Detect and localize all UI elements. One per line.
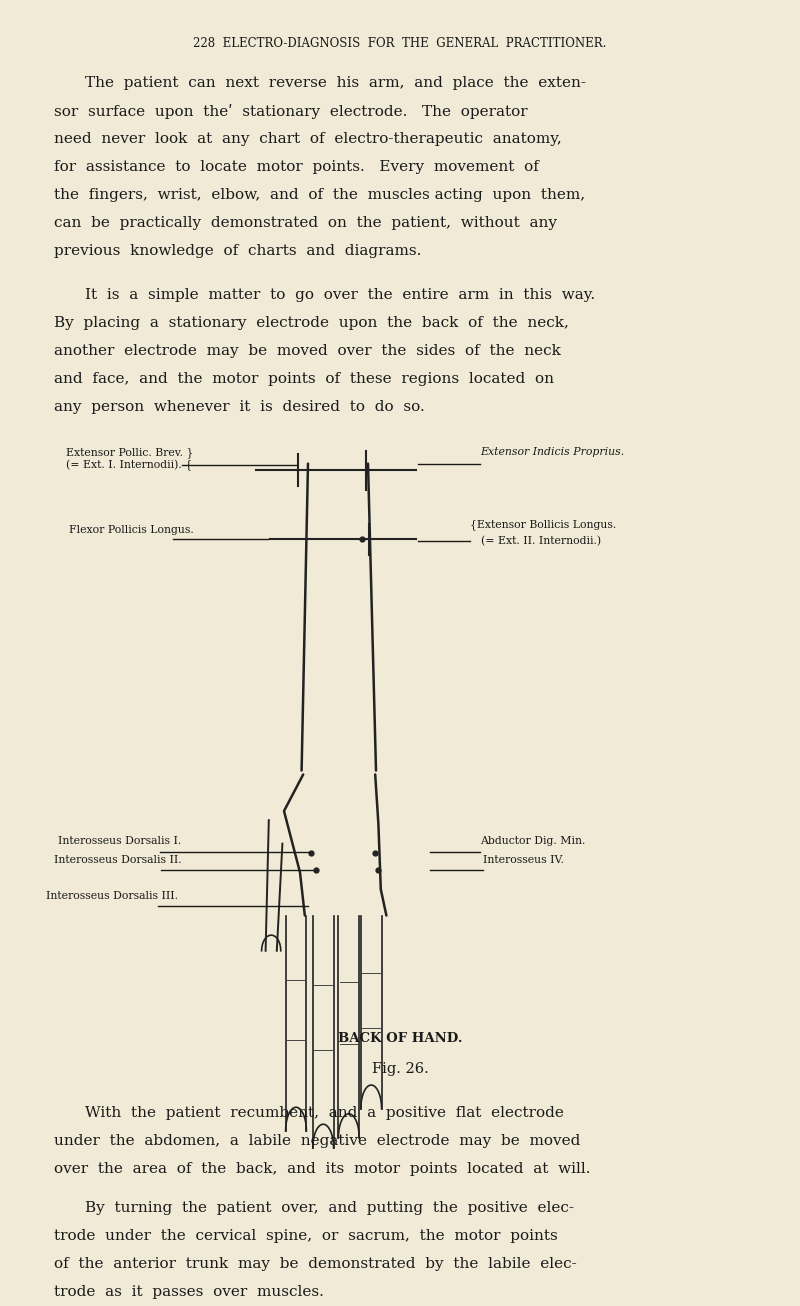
Text: Extensor Pollic. Brev. }: Extensor Pollic. Brev. } xyxy=(66,448,193,458)
Text: the  fingers,  wrist,  elbow,  and  of  the  muscles acting  upon  them,: the fingers, wrist, elbow, and of the mu… xyxy=(54,188,586,202)
Text: With  the  patient  recumbent,  and  a  positive  flat  electrode: With the patient recumbent, and a positi… xyxy=(85,1106,564,1121)
Text: BACK OF HAND.: BACK OF HAND. xyxy=(338,1032,462,1045)
Text: for  assistance  to  locate  motor  points.   Every  movement  of: for assistance to locate motor points. E… xyxy=(54,161,539,174)
Text: need  never  look  at  any  chart  of  electro-therapeutic  anatomy,: need never look at any chart of electro-… xyxy=(54,132,562,146)
Text: By  placing  a  stationary  electrode  upon  the  back  of  the  neck,: By placing a stationary electrode upon t… xyxy=(54,316,570,330)
Text: By  turning  the  patient  over,  and  putting  the  positive  elec-: By turning the patient over, and putting… xyxy=(85,1202,574,1215)
Text: any  person  whenever  it  is  desired  to  do  so.: any person whenever it is desired to do … xyxy=(54,400,425,414)
Text: Interosseus Dorsalis II.: Interosseus Dorsalis II. xyxy=(54,854,182,865)
Text: (= Ext. I. Internodii). {: (= Ext. I. Internodii). { xyxy=(66,460,192,471)
Text: Extensor Indicis Proprius.: Extensor Indicis Proprius. xyxy=(480,447,624,457)
Text: over  the  area  of  the  back,  and  its  motor  points  located  at  will.: over the area of the back, and its motor… xyxy=(54,1162,591,1177)
Text: of  the  anterior  trunk  may  be  demonstrated  by  the  labile  elec-: of the anterior trunk may be demonstrate… xyxy=(54,1256,577,1271)
Text: Interosseus IV.: Interosseus IV. xyxy=(483,854,564,865)
Text: The  patient  can  next  reverse  his  arm,  and  place  the  exten-: The patient can next reverse his arm, an… xyxy=(85,76,586,90)
Text: (= Ext. II. Internodii.): (= Ext. II. Internodii.) xyxy=(474,535,602,546)
Text: Flexor Pollicis Longus.: Flexor Pollicis Longus. xyxy=(69,525,194,535)
Text: Abductor Dig. Min.: Abductor Dig. Min. xyxy=(480,836,586,846)
Text: Fig. 26.: Fig. 26. xyxy=(372,1062,428,1076)
Text: 228  ELECTRO-DIAGNOSIS  FOR  THE  GENERAL  PRACTITIONER.: 228 ELECTRO-DIAGNOSIS FOR THE GENERAL PR… xyxy=(194,37,606,50)
Text: previous  knowledge  of  charts  and  diagrams.: previous knowledge of charts and diagram… xyxy=(54,244,422,259)
Text: It  is  a  simple  matter  to  go  over  the  entire  arm  in  this  way.: It is a simple matter to go over the ent… xyxy=(85,289,595,302)
Text: Interosseus Dorsalis I.: Interosseus Dorsalis I. xyxy=(58,836,181,846)
Text: can  be  practically  demonstrated  on  the  patient,  without  any: can be practically demonstrated on the p… xyxy=(54,215,558,230)
Text: trode  as  it  passes  over  muscles.: trode as it passes over muscles. xyxy=(54,1285,324,1299)
Text: Interosseus Dorsalis III.: Interosseus Dorsalis III. xyxy=(46,891,178,901)
Text: and  face,  and  the  motor  points  of  these  regions  located  on: and face, and the motor points of these … xyxy=(54,372,554,387)
Text: another  electrode  may  be  moved  over  the  sides  of  the  neck: another electrode may be moved over the … xyxy=(54,345,562,358)
Text: sor  surface  upon  theʹ  stationary  electrode.   The  operator: sor surface upon theʹ stationary electro… xyxy=(54,104,528,119)
Text: under  the  abdomen,  a  labile  negative  electrode  may  be  moved: under the abdomen, a labile negative ele… xyxy=(54,1134,581,1148)
Text: trode  under  the  cervical  spine,  or  sacrum,  the  motor  points: trode under the cervical spine, or sacru… xyxy=(54,1229,558,1243)
Text: {Extensor Bollicis Longus.: {Extensor Bollicis Longus. xyxy=(470,520,617,530)
